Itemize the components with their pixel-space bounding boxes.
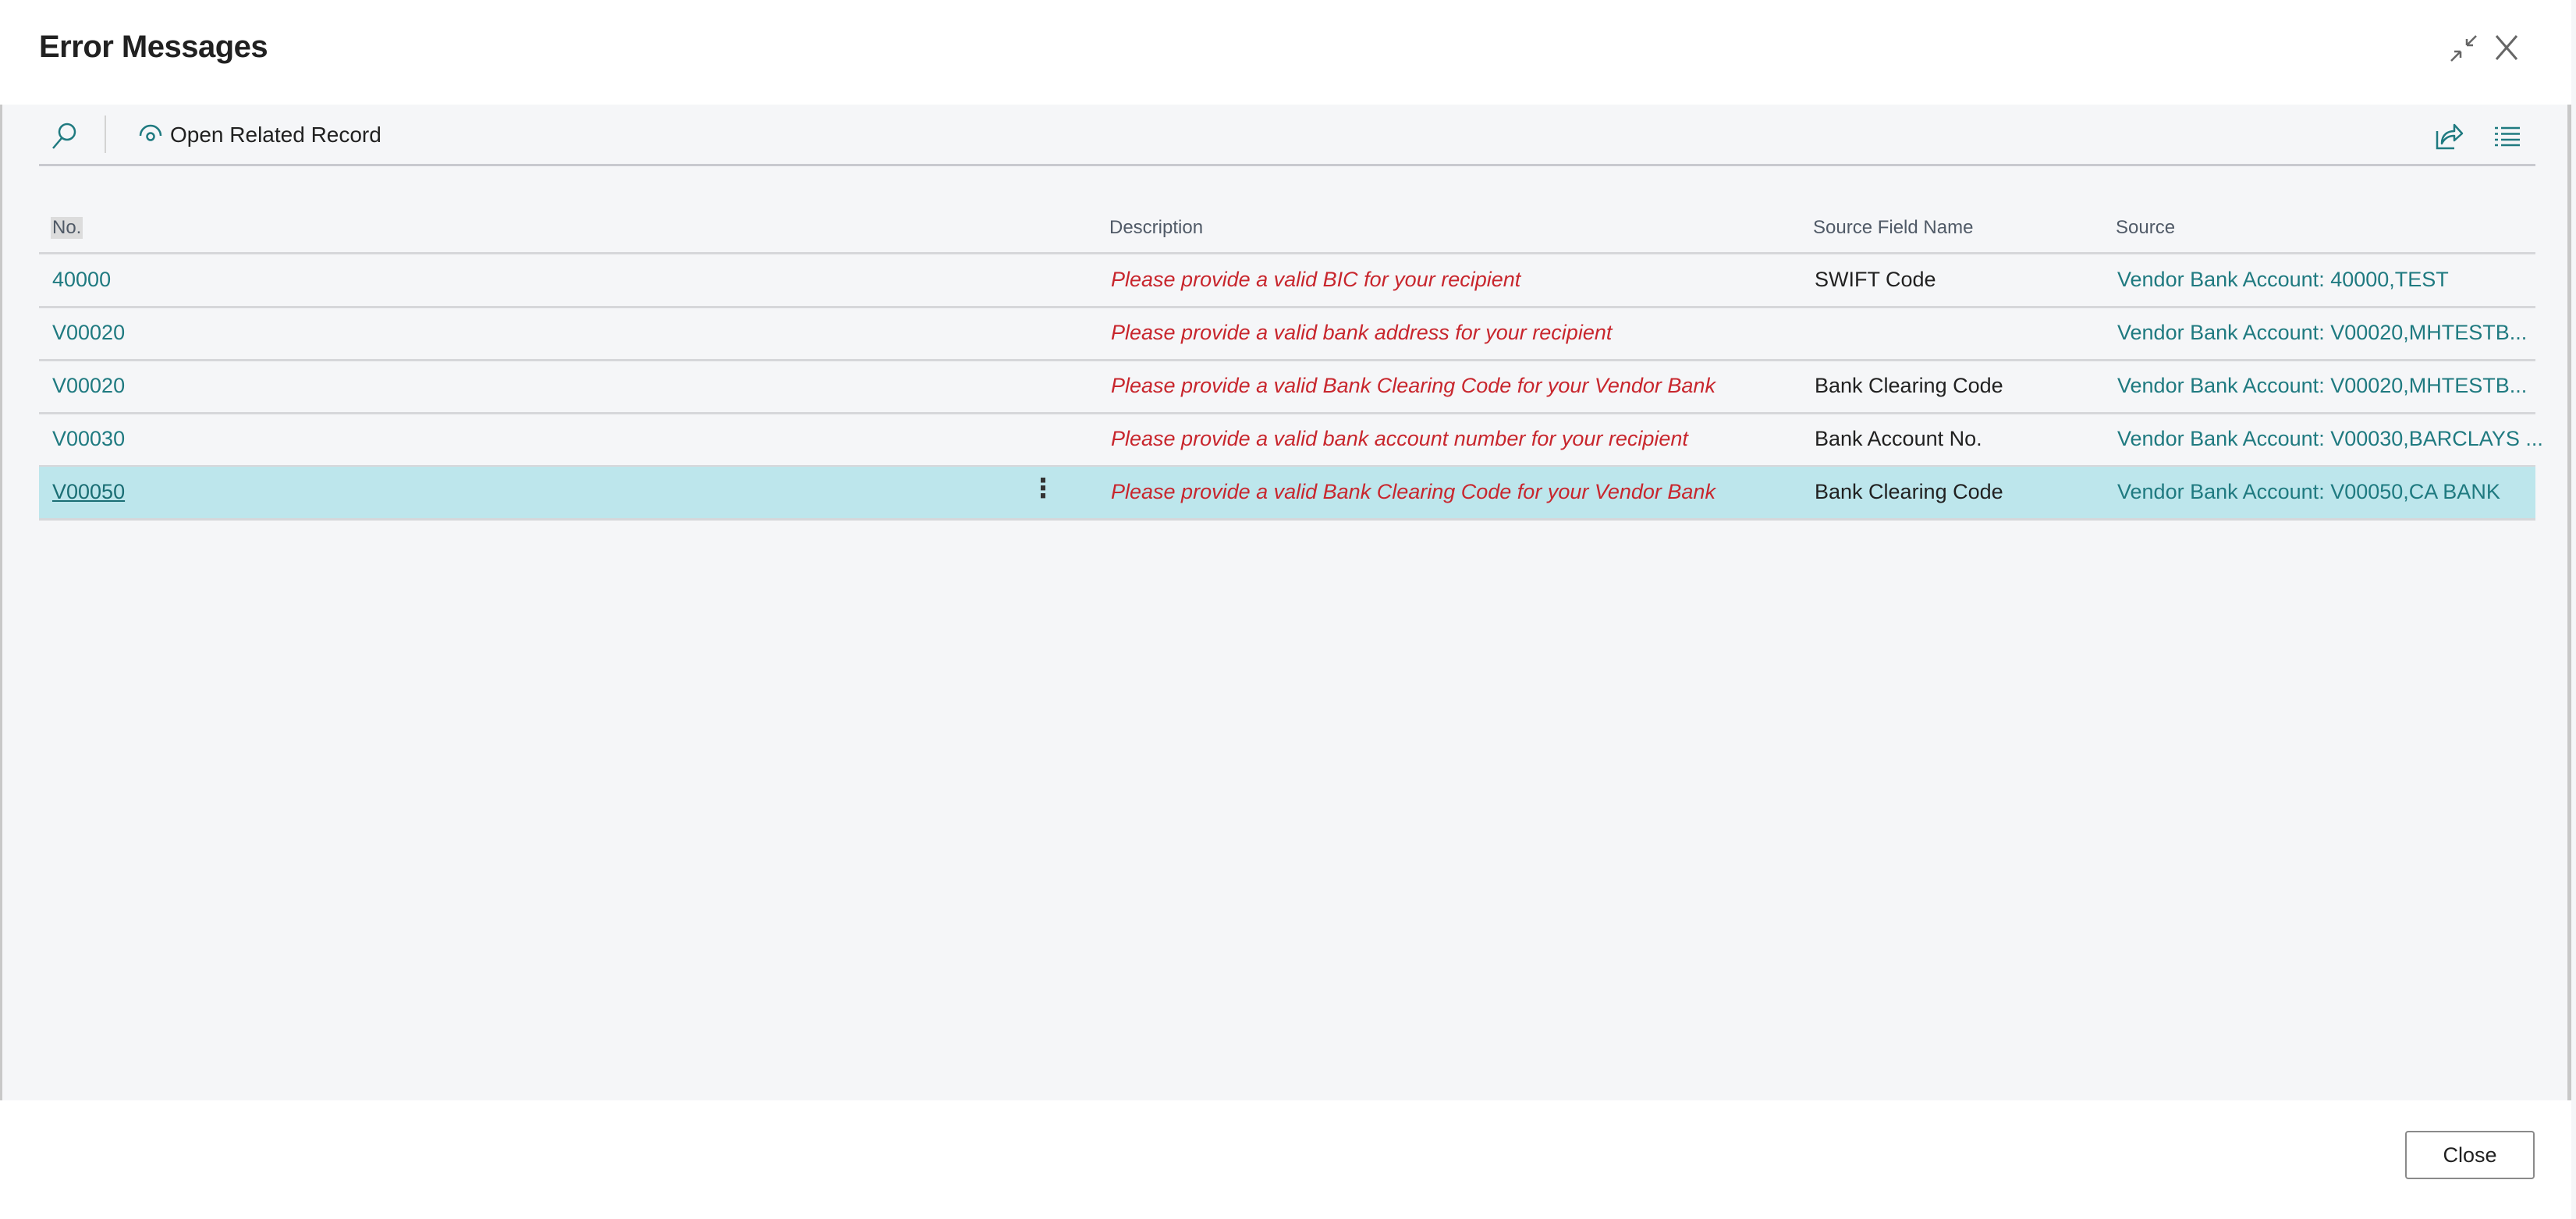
column-header-source-field-name[interactable]: Source Field Name [1813,217,1974,238]
column-header-description[interactable]: Description [1109,217,1204,238]
row-no-link[interactable]: V00050 [52,480,126,503]
row-description: Please provide a valid Bank Clearing Cod… [1111,374,1716,397]
row-source-link[interactable]: Vendor Bank Account: V00030,BARCLAYS ... [2117,427,2543,450]
row-description: Please provide a valid bank account numb… [1111,427,1688,450]
row-no-link[interactable]: V00030 [52,427,126,450]
open-related-record-button[interactable]: Open Related Record [137,105,387,165]
table-row[interactable]: V00030 Please provide a valid bank accoun… [39,414,2543,467]
row-source-link[interactable]: Vendor Bank Account: V00050,CA BANK [2117,480,2500,503]
search-icon[interactable] [50,122,78,150]
table-row[interactable]: V00020 Please provide a valid bank addres… [39,307,2535,361]
row-no-link[interactable]: V00020 [52,374,126,397]
row-description: Please provide a valid Bank Clearing Cod… [1111,480,1716,503]
row-source-link[interactable]: Vendor Bank Account: V00020,MHTESTB... [2117,321,2528,344]
page-title: Error Messages [39,30,268,64]
header-divider [39,252,2535,254]
collapse-icon[interactable] [2450,34,2478,62]
list-icon[interactable] [2495,126,2520,147]
title-bar: Error Messages [0,0,2571,105]
table-row[interactable]: 40000 Please provide a valid BIC for your… [39,254,2535,308]
row-description: Please provide a valid BIC for your reci… [1111,268,1521,291]
dialog-footer: Close [0,1100,2571,1219]
eye-icon [139,124,162,141]
toolbar-divider [105,116,106,153]
row-source-field-name: Bank Clearing Code [1815,480,2003,503]
row-source-field-name: Bank Account No. [1815,427,1982,450]
row-no-link[interactable]: 40000 [52,268,112,291]
table-row[interactable]: V00050 Please provide a valid Bank Cleari… [39,467,2535,521]
toolbar-divider-line [39,164,2535,166]
open-related-record-label: Open Related Record [170,123,381,147]
row-source-link[interactable]: Vendor Bank Account: 40000,TEST [2117,268,2449,291]
row-description: Please provide a valid bank address for … [1111,321,1613,344]
share-icon[interactable] [2436,120,2464,150]
close-button[interactable]: Close [2405,1131,2535,1179]
column-header-no[interactable]: No. [51,217,83,239]
table-row[interactable]: V00020 Please provide a valid Bank Cleari… [39,361,2535,414]
close-icon[interactable] [2495,34,2518,61]
action-bar: Open Related Record [0,105,2571,165]
column-header-source[interactable]: Source [2116,217,2176,238]
row-source-field-name: SWIFT Code [1815,268,1936,291]
row-source-link[interactable]: Vendor Bank Account: V00020,MHTESTB... [2117,374,2528,397]
more-vertical-icon[interactable]: ⋮ [1030,474,1056,503]
row-source-field-name: Bank Clearing Code [1815,374,2003,397]
row-no-link[interactable]: V00020 [52,321,126,344]
